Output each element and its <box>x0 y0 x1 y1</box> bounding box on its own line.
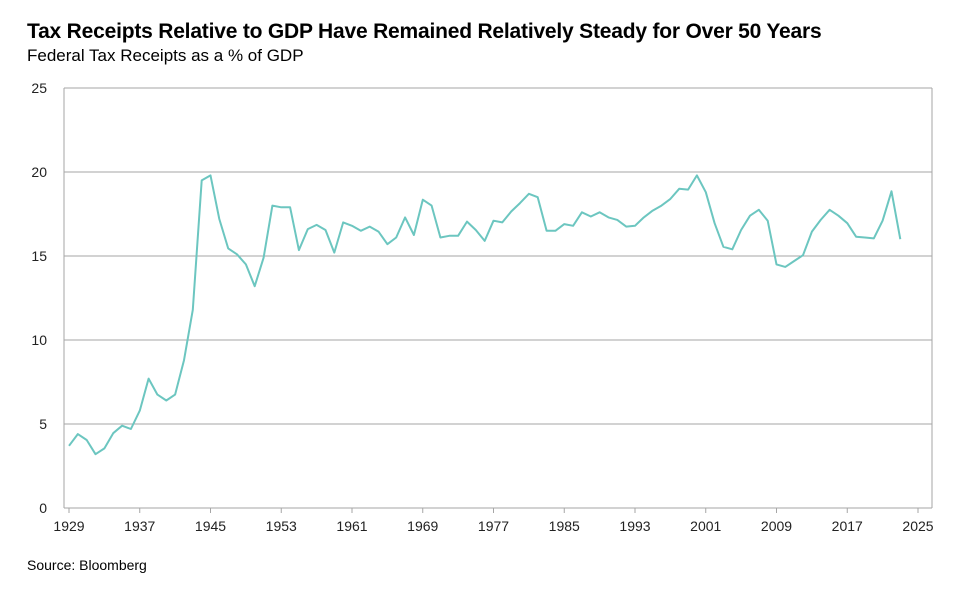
x-tick-label: 2017 <box>832 518 863 534</box>
x-tick-label: 1961 <box>336 518 367 534</box>
x-tick-label: 2025 <box>902 518 933 534</box>
x-axis-ticks: 1929 1937 1945 1953 1961 1969 1977 1985 1993 2001… <box>53 508 934 534</box>
x-tick-label: 1937 <box>124 518 155 534</box>
source-note: Source: Bloomberg <box>27 557 147 573</box>
x-tick-label: 1969 <box>407 518 438 534</box>
x-tick-label: 1945 <box>195 518 226 534</box>
series-layer <box>68 174 902 456</box>
chart-subtitle: Federal Tax Receipts as a % of GDP <box>27 46 304 65</box>
x-tick-label: 1929 <box>53 518 84 534</box>
y-tick-label: 5 <box>39 416 47 432</box>
series-line <box>68 174 902 456</box>
y-tick-label: 10 <box>31 332 47 348</box>
x-tick-label: 1985 <box>549 518 580 534</box>
gridlines <box>63 87 933 509</box>
y-tick-label: 25 <box>31 80 47 96</box>
x-tick-label: 1977 <box>478 518 509 534</box>
y-tick-label: 0 <box>39 500 47 516</box>
x-tick-label: 1953 <box>266 518 297 534</box>
chart-title: Tax Receipts Relative to GDP Have Remain… <box>27 20 822 43</box>
x-tick-label: 2009 <box>761 518 792 534</box>
y-tick-label: 20 <box>31 164 47 180</box>
y-tick-label: 15 <box>31 248 47 264</box>
y-axis-ticks: 0 5 10 15 20 25 <box>31 80 47 516</box>
x-tick-label: 2001 <box>690 518 721 534</box>
x-tick-label: 1993 <box>619 518 650 534</box>
